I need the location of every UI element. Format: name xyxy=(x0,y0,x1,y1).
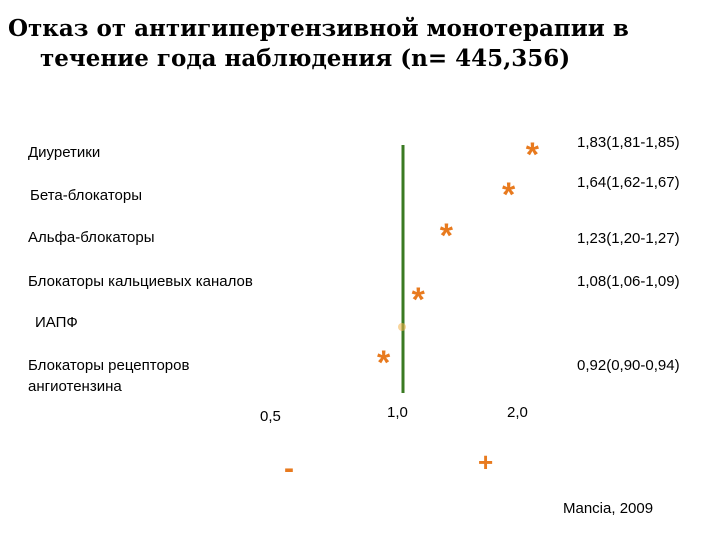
value-label: 1,08(1,06-1,09) xyxy=(577,273,680,290)
category-label: Альфа-блокаторы xyxy=(28,229,155,246)
value-label: 1,83(1,81-1,85) xyxy=(577,134,680,151)
category-label: ИАПФ xyxy=(35,314,78,331)
point-marker xyxy=(398,323,406,331)
chart-title-line2: течение года наблюдения (n= 445,356) xyxy=(40,45,571,72)
category-label: Блокаторы кальциевых каналов xyxy=(28,273,253,290)
category-label: Бета-блокаторы xyxy=(30,187,142,204)
x-tick-label: 1,0 xyxy=(387,404,408,421)
x-tick-label: 2,0 xyxy=(507,404,528,421)
point-marker: * xyxy=(377,344,391,382)
category-label: Диуретики xyxy=(28,144,100,161)
chart-title-line1: Отказ от антигипертензивной монотерапии … xyxy=(8,15,629,42)
value-label: 1,23(1,20-1,27) xyxy=(577,230,680,247)
point-marker: * xyxy=(412,281,426,319)
chart-title: Отказ от антигипертензивной монотерапии … xyxy=(8,14,713,74)
direction-label-right: + xyxy=(478,447,493,477)
source-citation: Mancia, 2009 xyxy=(563,500,654,517)
direction-label-left: - xyxy=(284,452,294,485)
point-marker: * xyxy=(526,136,540,174)
value-label: 1,64(1,62-1,67) xyxy=(577,174,680,191)
point-marker: * xyxy=(502,176,516,214)
category-label: Блокаторы рецепторов ангиотензина xyxy=(28,357,189,395)
point-marker: * xyxy=(440,217,454,255)
value-label: 0,92(0,90-0,94) xyxy=(577,357,680,374)
x-tick-label: 0,5 xyxy=(260,408,281,425)
